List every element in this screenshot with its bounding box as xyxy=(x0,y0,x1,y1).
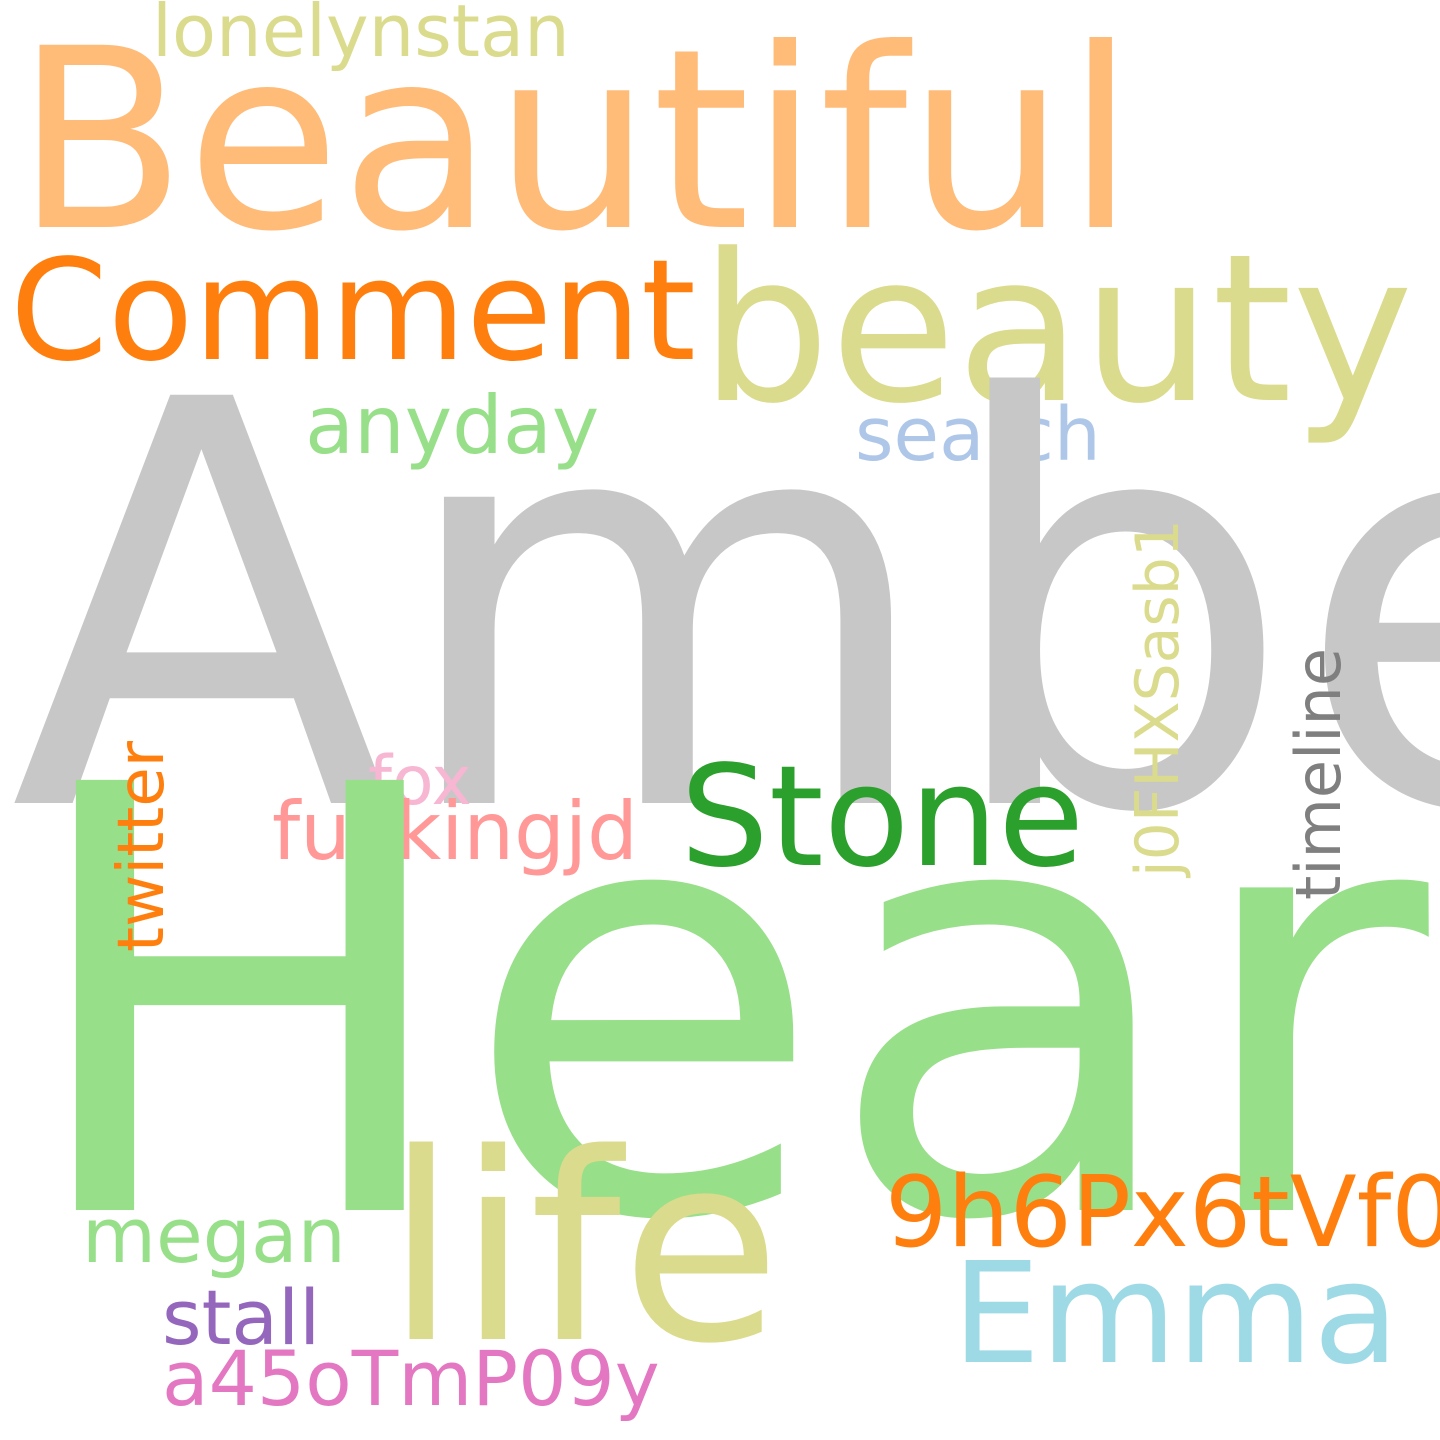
word-megan: megan xyxy=(82,1191,346,1280)
word-twitter: twitter xyxy=(105,740,179,952)
word-9h6px6tvf0: 9h6Px6tVf0 xyxy=(885,1156,1440,1270)
word-beautiful: Beautiful xyxy=(15,0,1136,286)
word-fuckingjd: fuckingjd xyxy=(272,785,638,878)
word-timeline: timeline xyxy=(1282,648,1355,900)
word-stone: Stone xyxy=(680,736,1085,899)
word-fox: fox xyxy=(368,742,472,821)
word-j0fhxsasb1: j0FHXSasb1 xyxy=(1123,519,1193,877)
word-stall: stall xyxy=(162,1273,321,1362)
word-search: search xyxy=(855,392,1101,478)
word-emma: Emma xyxy=(952,1233,1400,1396)
word-lonelynstan: lonelynstan xyxy=(152,0,570,73)
word-heard: Heard xyxy=(18,663,1440,1350)
word-comment: Comment xyxy=(10,230,696,393)
word-anyday: anyday xyxy=(305,379,600,472)
word-a45otmp09y: a45oTmP09y xyxy=(162,1334,660,1423)
word-beauty: beauty xyxy=(700,211,1414,449)
word-amber: Amber xyxy=(10,284,1440,936)
word-life: life xyxy=(385,1099,781,1401)
